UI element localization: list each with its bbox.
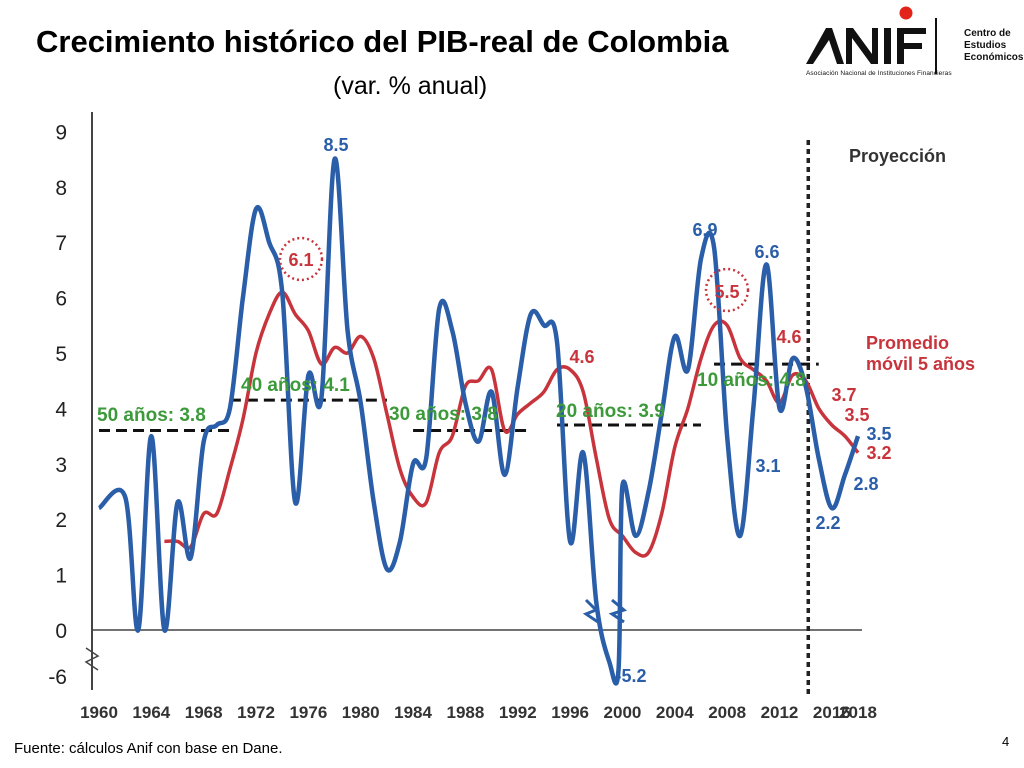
average-label: 10 años: 4.8 [697,370,806,391]
x-tick-label: 2000 [604,703,642,722]
legend-label: Promedio [866,333,949,353]
y-tick-label: 6 [55,288,67,311]
highlight-circle [278,236,324,282]
data-label-moving-average: 4.6 [569,347,594,367]
logo-line-1: Centro de [964,28,1011,39]
data-label-gdp: 3.1 [755,456,780,476]
series-break-mark [582,598,599,624]
series-break-mark [608,598,628,624]
highlight-circle [704,267,750,313]
logo-line-3: Económicos [964,52,1024,63]
x-tick-label: 1964 [132,703,170,722]
chart-title: Crecimiento histórico del PIB-real de Co… [36,24,729,59]
data-label-gdp: 8.5 [323,135,348,155]
x-tick-label: 1968 [185,703,223,722]
y-tick-label: 4 [55,398,67,421]
data-label-gdp: 2.8 [853,474,878,494]
y-axis-break-mark [84,647,100,671]
x-tick-label: 1960 [80,703,118,722]
x-tick-label: 1996 [551,703,589,722]
logo-line-2: Estudios [964,40,1007,51]
average-label: 30 años: 3.8 [389,404,498,425]
anif-logo [806,6,937,74]
source-note: Fuente: cálculos Anif con base en Dane. [14,740,283,757]
data-label-moving-average: 3.5 [844,405,869,425]
average-label: 40 años: 4.1 [241,375,350,396]
x-tick-label: 1992 [499,703,537,722]
y-tick-label: 2 [55,509,67,532]
average-label: 50 años: 3.8 [97,405,206,426]
projection-label: Proyección [849,146,946,166]
y-tick-label: 7 [55,232,67,255]
y-tick-label: 0 [55,620,67,643]
x-tick-label: 1980 [342,703,380,722]
y-tick-label: 8 [55,177,67,200]
average-label: 20 años: 3.9 [556,401,665,422]
data-label-gdp: 3.5 [866,424,891,444]
y-tick-label: -6 [48,666,67,689]
x-tick-label: 1972 [237,703,275,722]
x-tick-label: 2012 [761,703,799,722]
data-label-moving-average: 4.6 [776,327,801,347]
y-tick-label: 1 [55,565,67,588]
data-label-gdp: 6.9 [692,220,717,240]
x-tick-label: 1976 [289,703,327,722]
data-label-moving-average: 6.1 [288,250,313,270]
legend-label: móvil 5 años [866,354,975,374]
x-tick-label: 1988 [446,703,484,722]
data-label-gdp: 2.2 [815,513,840,533]
chart-subtitle: (var. % anual) [333,72,488,100]
data-label-moving-average: 3.2 [866,443,891,463]
x-tick-label: 2016 [813,703,851,722]
data-label-moving-average: 5.5 [714,282,739,302]
y-tick-label: 9 [55,121,67,144]
logo-subtitle: Asociación Nacional de Instituciones Fin… [806,70,952,77]
logo-caption: Centro de Estudios Económicos [964,28,1023,64]
x-tick-label: 2004 [656,703,694,722]
x-tick-label: 1984 [394,703,432,722]
series-line-gdp [97,156,861,686]
page-number: 4 [1002,734,1010,749]
y-tick-label: 3 [55,454,67,477]
y-tick-label: 5 [55,343,67,366]
x-tick-label: 2008 [708,703,746,722]
data-label-gdp: -5.2 [615,666,646,686]
x-tick-label: 2018 [839,703,877,722]
data-label-gdp: 6.6 [754,242,779,262]
data-label-moving-average: 3.7 [831,385,856,405]
